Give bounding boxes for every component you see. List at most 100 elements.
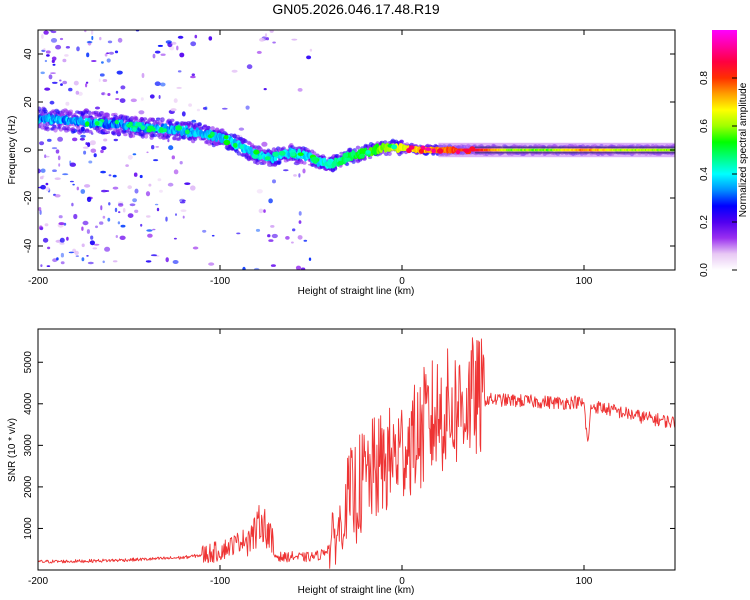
spectrogram-xtick-label: -200 <box>28 276 48 287</box>
spectrogram-noise-blob <box>150 254 158 257</box>
spectrogram-noise-blob <box>51 56 57 61</box>
spectrogram-noise-blob <box>268 198 273 204</box>
spectrogram-noise-blob <box>65 101 70 106</box>
spectrogram-peak-spot <box>175 125 183 131</box>
spectrogram-noise-blob <box>179 52 185 58</box>
spectrogram-peak-spot <box>297 152 304 156</box>
spectrogram-noise-blob <box>171 155 175 160</box>
spectrogram-peak-spot <box>146 128 153 133</box>
spectrogram-noise-blob <box>117 37 123 43</box>
spectrogram-noise-blob <box>256 189 263 194</box>
spectrogram-noise-blob <box>39 209 42 215</box>
spectrogram-noise-blob <box>181 199 186 202</box>
spectrogram-peak-spot <box>350 151 355 156</box>
spectrogram-noise-blob <box>80 189 86 194</box>
snr-panel: -200 -100 0 100 1000 2000 3000 4000 5000 Height … <box>7 328 676 596</box>
spectrogram-noise-blob <box>62 173 69 176</box>
spectrogram-noise-blob <box>134 188 139 194</box>
spectrogram-noise-blob <box>113 138 119 142</box>
spectrogram-xtick-label: 100 <box>576 276 593 287</box>
spectrogram-noise-blob <box>51 81 58 84</box>
spectrogram-noise-blob <box>100 149 104 154</box>
spectrogram-noise-blob <box>271 233 278 239</box>
spectrogram-noise-blob <box>99 221 104 225</box>
spectrogram-noise-blob <box>146 215 151 218</box>
spectrogram-noise-blob <box>285 236 290 240</box>
spectrogram-ytick-label: 40 <box>23 48 34 60</box>
spectrogram-halo-blob <box>112 131 117 136</box>
spectrogram-peak-spot <box>359 148 365 154</box>
spectrogram-noise-blob <box>100 170 106 174</box>
spectrogram-noise-blob <box>146 229 153 232</box>
spectrogram-noise-blob <box>83 150 87 155</box>
spectrogram-halo-blob <box>243 139 248 144</box>
spectrogram-noise-blob <box>86 229 90 234</box>
spectrogram-noise-blob <box>114 50 119 54</box>
spectrogram-halo-blob <box>101 131 106 135</box>
spectrogram-noise-blob <box>76 46 80 52</box>
spectrogram-noise-blob <box>114 207 118 213</box>
spectrogram-noise-blob <box>81 226 84 231</box>
spectrogram-noise-blob <box>46 265 51 267</box>
spectrogram-peak-spot <box>251 154 259 159</box>
spectrogram-noise-blob <box>81 243 85 248</box>
spectrogram-noise-blob <box>116 70 123 75</box>
spectrogram-noise-blob <box>263 209 266 213</box>
spectrogram-halo-blob <box>129 116 135 121</box>
spectrogram-noise-blob <box>73 213 78 220</box>
spectrogram-noise-blob <box>182 215 185 219</box>
spectrogram-noise-blob <box>104 53 108 57</box>
spectrogram-noise-blob <box>48 74 53 80</box>
spectrogram-noise-blob <box>102 260 105 264</box>
spectrogram-noise-blob <box>80 134 86 138</box>
spectrogram-halo-blob <box>261 160 267 164</box>
spectrogram-noise-blob <box>127 213 134 219</box>
spectrogram-noise-blob <box>245 105 250 110</box>
spectrogram-peak-spot <box>94 121 100 126</box>
spectrogram-noise-blob <box>59 79 62 82</box>
spectrogram-noise-blob <box>231 69 238 73</box>
spectrogram-noise-blob <box>298 173 301 178</box>
spectrogram-noise-blob <box>117 221 121 225</box>
spectrogram-peak-spot <box>345 157 352 162</box>
spectrogram-noise-blob <box>253 267 260 270</box>
spectrogram-noise-blob <box>134 209 139 213</box>
spectrogram-peak-spot <box>233 142 238 148</box>
spectrogram-peak-spot <box>223 139 231 146</box>
spectrogram-noise-blob <box>297 88 303 92</box>
spectrogram-noise-blob <box>43 48 46 51</box>
spectrogram-halo-blob <box>142 117 148 121</box>
colorbar: 0.0 0.2 0.4 0.6 0.8 Normalized spectral ampl… <box>699 30 749 277</box>
spectrogram-noise-blob <box>256 50 262 54</box>
spectrogram-noise-blob <box>118 203 124 207</box>
spectrogram-noise-blob <box>159 189 163 193</box>
spectrogram-noise-blob <box>107 93 111 96</box>
spectrogram-halo-blob <box>58 127 64 132</box>
spectrogram-xtick-label: -100 <box>210 276 230 287</box>
spectrogram-noise-blob <box>181 111 186 117</box>
spectrogram-peak-spot <box>278 150 286 156</box>
spectrogram-noise-blob <box>157 44 163 47</box>
snr-ylabel: SNR (10 * v/v) <box>7 418 18 482</box>
snr-marks <box>38 337 675 569</box>
spectrogram-noise-blob <box>208 36 213 41</box>
spectrogram-noise-blob <box>101 61 104 64</box>
spectrogram-halo-blob <box>81 129 87 134</box>
spectrogram-halo-blob <box>202 124 208 128</box>
spectrogram-noise-blob <box>65 46 70 49</box>
spectrogram-peak-spot <box>365 150 371 154</box>
colorbar-tick-label: 0.6 <box>699 119 710 133</box>
spectrogram-noise-blob <box>94 106 101 110</box>
snr-xlabel: Height of straight line (km) <box>298 585 415 596</box>
spectrogram-halo-blob <box>83 110 89 115</box>
spectrogram-ytick-label: -20 <box>23 190 34 205</box>
spectrogram-noise-blob <box>115 235 119 238</box>
spectrogram-halo-blob <box>68 111 74 116</box>
spectrogram-noise-blob <box>139 174 143 179</box>
spectrogram-noise-blob <box>152 53 156 59</box>
spectrogram-noise-blob <box>308 257 312 261</box>
spectrogram-peak-spot <box>358 153 366 159</box>
spectrogram-noise-blob <box>89 240 95 246</box>
spectrogram-noise-blob <box>158 95 161 99</box>
